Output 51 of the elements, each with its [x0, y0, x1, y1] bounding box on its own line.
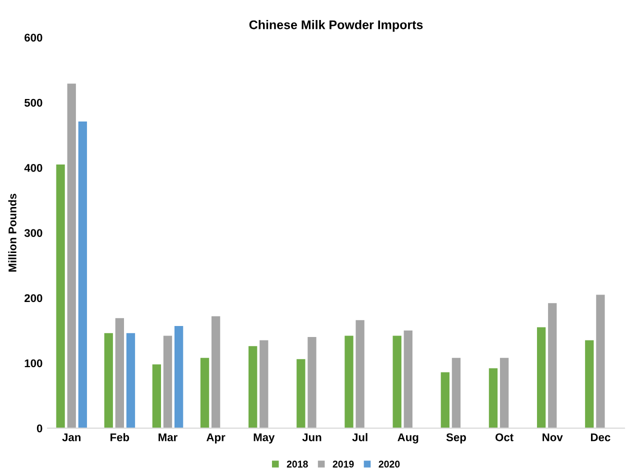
bar: [596, 294, 605, 428]
x-tick-label: May: [254, 433, 275, 444]
y-tick-label: 200: [24, 294, 42, 302]
y-axis-title: Million Pounds: [8, 194, 16, 272]
bar: [248, 346, 258, 428]
legend-label: 2018: [286, 460, 308, 468]
bar: [200, 358, 210, 428]
x-tick-label: Sep: [446, 433, 466, 444]
bar: [211, 316, 220, 428]
bar: [404, 330, 412, 428]
y-tick-label: 500: [24, 98, 42, 107]
legend-label: 2019: [332, 460, 354, 468]
bar: [548, 303, 557, 428]
bar: [500, 358, 509, 428]
bar: [67, 84, 76, 428]
x-tick-label: Jun: [302, 433, 322, 442]
bar: [174, 326, 184, 428]
bar: [585, 340, 594, 428]
y-tick-label: 100: [24, 359, 42, 368]
y-tick-label: 600: [24, 34, 42, 42]
bar: [536, 327, 546, 428]
bar: [104, 333, 113, 428]
y-tick-label: 400: [24, 164, 42, 172]
x-tick-label: Jul: [352, 433, 368, 442]
legend-label: 2020: [378, 460, 400, 468]
x-tick-label: Apr: [206, 433, 226, 444]
bar: [260, 340, 268, 428]
bar: [56, 164, 65, 428]
bar: [440, 372, 450, 428]
x-tick-label: Aug: [398, 433, 418, 444]
y-tick-label: 0: [36, 424, 42, 432]
x-tick-label: Dec: [591, 433, 610, 442]
y-tick-label: 300: [24, 229, 42, 237]
bar: [308, 337, 316, 428]
x-tick-label: Oct: [495, 433, 514, 442]
bar: [452, 358, 461, 428]
bar: [356, 320, 364, 428]
bar: [115, 318, 124, 428]
bar: [296, 359, 306, 428]
bar: [392, 336, 402, 428]
bar: [344, 336, 354, 428]
x-tick-label: Nov: [542, 433, 563, 442]
bar: [152, 364, 162, 428]
x-tick-label: Jan: [62, 433, 80, 442]
bar: [126, 333, 136, 428]
bar: [163, 336, 172, 428]
x-tick-label: Feb: [110, 433, 130, 442]
x-tick-label: Mar: [158, 433, 178, 442]
bar: [488, 368, 498, 428]
bar: [78, 121, 87, 428]
chart-title: Chinese Milk Powder Imports: [249, 20, 423, 32]
